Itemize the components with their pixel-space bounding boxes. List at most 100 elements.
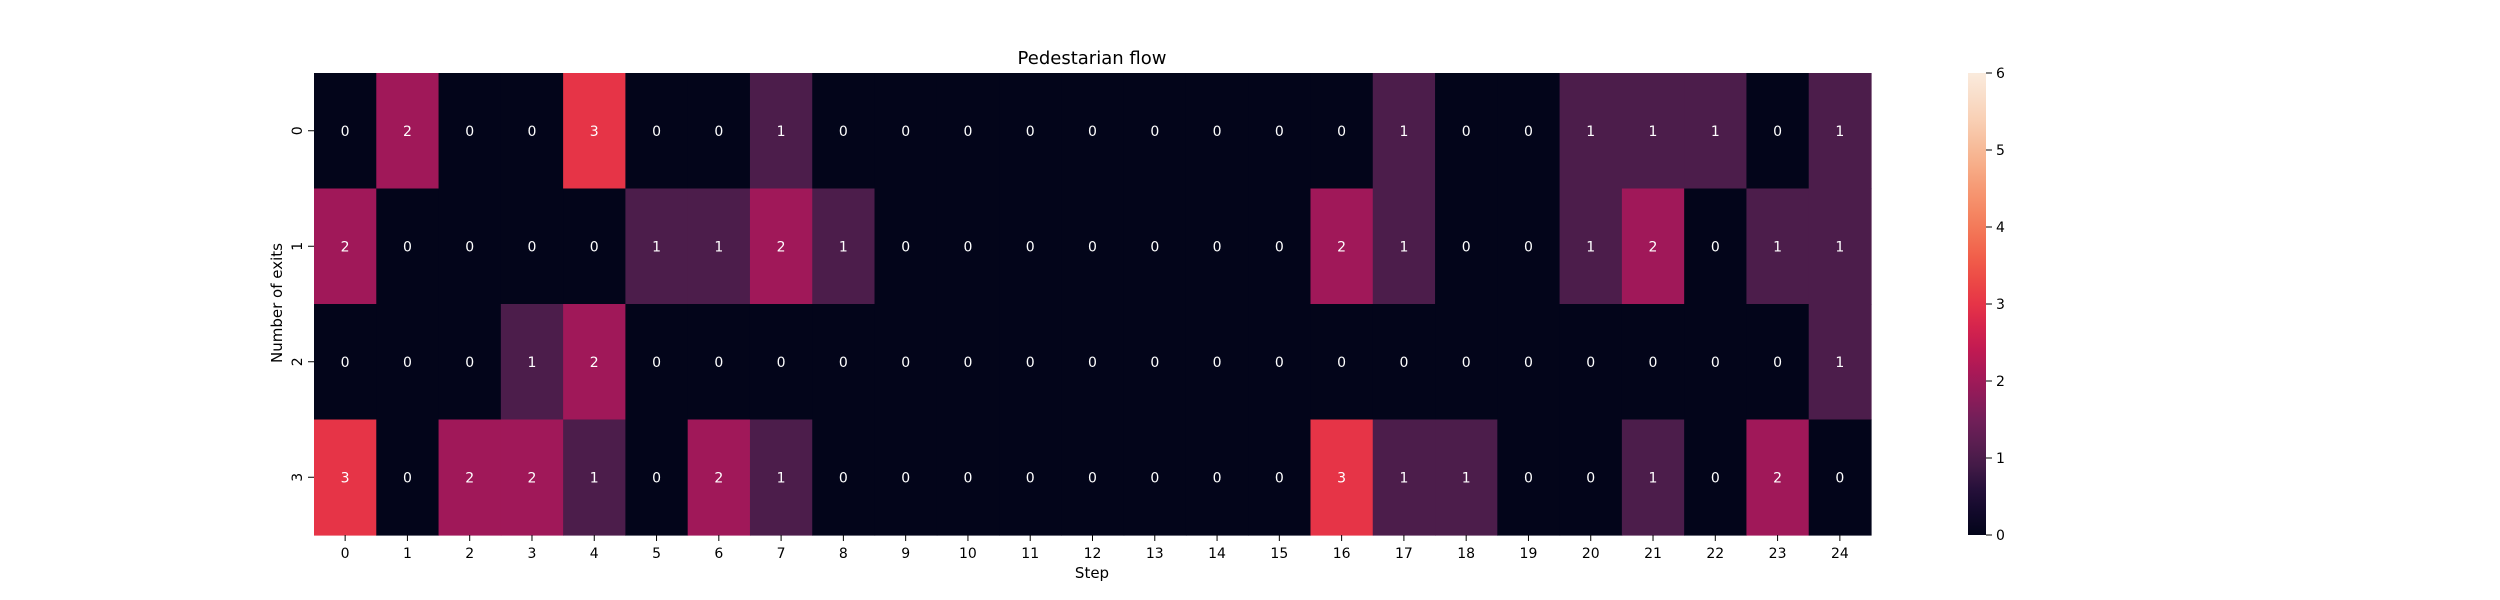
x-tick-label: 8 [839,546,848,562]
heatmap-cell [376,419,440,536]
heatmap-cell [1372,419,1436,536]
cell-value-label: 0 [465,355,474,371]
heatmap-cell [1684,188,1748,305]
cell-value-label: 1 [714,239,723,255]
x-tick-label: 19 [1520,546,1538,562]
chart-title: Pedestarian flow [1018,48,1167,69]
heatmap-cell [1497,188,1561,305]
x-tick-label: 17 [1395,546,1413,562]
x-tick-label: 11 [1021,546,1039,562]
cell-value-label: 0 [1462,124,1471,140]
y-tick-label: 2 [290,357,306,366]
x-tick-label: 23 [1769,546,1787,562]
cell-value-label: 0 [1026,470,1035,486]
x-tick-label: 20 [1582,546,1600,562]
heatmap-cell [1372,188,1436,305]
cell-value-label: 2 [777,239,786,255]
heatmap-cell [1497,419,1561,536]
heatmap-cell [625,304,689,421]
heatmap-cell [563,419,626,536]
cell-value-label: 0 [652,355,661,371]
heatmap-cell [687,73,751,190]
heatmap-cell [999,73,1062,190]
heatmap-cell [1123,73,1187,190]
heatmap-cells: 0 2 0 0 3 0 0 1 0 0 0 0 0 0 0 0 0 1 0 0 1 1 1 0 1 2 0 0 0 0 1 1 2 1 0 0 0 0 0 0… [314,73,1872,536]
heatmap-cell [438,304,502,421]
cell-value-label: 0 [1462,239,1471,255]
cell-value-label: 0 [1088,470,1097,486]
colorbar-ticks: 0 1 2 3 4 5 6 [1986,66,2005,544]
heatmap-cell [1684,73,1748,190]
heatmap-cell [1123,304,1187,421]
cell-value-label: 3 [590,124,599,140]
cell-value-label: 0 [963,470,972,486]
heatmap-cell [936,73,1000,190]
heatmap-cell [936,304,1000,421]
heatmap-cell [1559,73,1623,190]
cell-value-label: 0 [1337,124,1346,140]
x-tick-label: 18 [1457,546,1475,562]
cell-value-label: 2 [341,239,350,255]
cell-value-label: 0 [963,355,972,371]
heatmap-cell [1684,419,1748,536]
cell-value-label: 1 [1773,239,1782,255]
heatmap-cell [1372,73,1436,190]
heatmap-cell [1061,304,1125,421]
cell-value-label: 0 [1150,355,1159,371]
cell-value-label: 3 [1337,470,1346,486]
heatmap-cell [936,419,1000,536]
heatmap-cell [500,188,564,305]
cell-value-label: 0 [528,239,537,255]
heatmap-cell [314,304,377,421]
cell-value-label: 2 [403,124,412,140]
heatmap-cell [749,188,813,305]
heatmap-cell [1746,419,1810,536]
colorbar-tick-label: 1 [1996,451,2005,467]
cell-value-label: 0 [403,239,412,255]
cell-value-label: 0 [341,355,350,371]
cell-value-label: 1 [528,355,537,371]
x-tick-label: 5 [652,546,661,562]
heatmap-cell [1123,419,1187,536]
heatmap-cell [999,419,1062,536]
cell-value-label: 1 [1835,239,1844,255]
cell-value-label: 0 [403,470,412,486]
cell-value-label: 2 [1773,470,1782,486]
heatmap-cell [1435,419,1498,536]
x-axis-label: Step [1075,564,1109,582]
cell-value-label: 0 [1524,355,1533,371]
colorbar-tick-label: 0 [1996,528,2005,544]
cell-value-label: 1 [1835,124,1844,140]
heatmap-cell [1061,419,1125,536]
heatmap-cell [376,188,440,305]
heatmap-cell [563,188,626,305]
heatmap-cell [625,188,689,305]
cell-value-label: 0 [1150,124,1159,140]
cell-value-label: 0 [1711,239,1720,255]
cell-value-label: 0 [1462,355,1471,371]
cell-value-label: 1 [1649,470,1658,486]
x-tick-label: 6 [714,546,723,562]
cell-value-label: 2 [714,470,723,486]
heatmap-cell [1497,73,1561,190]
heatmap-cell [1123,188,1187,305]
colorbar-tick-label: 5 [1996,143,2005,159]
colorbar-tick-label: 3 [1996,297,2005,313]
cell-value-label: 0 [1088,355,1097,371]
heatmap-cell [1185,73,1249,190]
cell-value-label: 0 [1275,239,1284,255]
heatmap-cell [1497,304,1561,421]
heatmap-cell [812,419,876,536]
cell-value-label: 1 [1835,355,1844,371]
cell-value-label: 0 [590,239,599,255]
heatmap-cell [749,73,813,190]
heatmap-cell [563,304,626,421]
heatmap-cell [625,73,689,190]
colorbar-tick-label: 2 [1996,374,2005,390]
heatmap-cell [1248,73,1312,190]
heatmap-cell [874,188,938,305]
cell-value-label: 0 [839,124,848,140]
cell-value-label: 1 [777,470,786,486]
cell-value-label: 0 [1337,355,1346,371]
